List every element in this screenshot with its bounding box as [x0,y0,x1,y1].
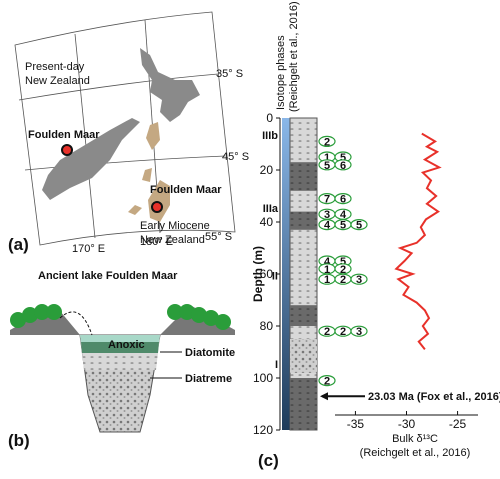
leaf-label: 5 [340,152,346,164]
leaf-label: 5 [356,220,362,232]
nz-present [42,48,200,200]
site-marker [61,144,73,156]
leaf-label: 2 [340,326,346,338]
leaf-label: 3 [324,209,330,221]
lon-label: 170° E [72,243,105,255]
layer-label: Diatreme [185,373,232,385]
leaf-label: 4 [324,220,331,232]
lithology [290,162,317,191]
y-axis-label: Depth (m) [251,246,265,302]
leaf [318,135,336,147]
maar-diagram [10,304,235,433]
leaf-label: 6 [340,194,346,206]
phase-label: I [275,359,278,371]
site-marker [151,201,163,213]
leaf-label: 7 [324,194,330,206]
phase-label: IIIb [262,130,278,142]
leaf [334,159,352,171]
phase-title: Isotope phases [275,35,287,110]
phase-title: (Reichgelt et al., 2016) [288,1,300,112]
data-line [394,132,442,351]
x-tick-label: -30 [398,417,416,431]
leaf [350,273,368,285]
leaf-label: 2 [324,326,330,338]
y-tick-label: 120 [253,423,273,437]
leaf-label: 1 [324,264,330,276]
miocene-label: New Zealand [140,234,205,246]
y-tick-label: 60 [260,267,274,281]
annotation: 23.03 Ma (Fox et al., 2016) [368,391,500,403]
site-label: Foulden Maar [28,129,100,141]
panel-title: Ancient lake Foulden Maar [38,270,178,282]
nz-miocene [128,122,170,222]
x-axis-label: (Reichgelt et al., 2016) [360,447,471,459]
leaf [350,325,368,337]
leaf-label: 2 [324,136,330,148]
leaf-label: 1 [324,152,330,164]
phase-bar [282,118,290,430]
lat-label: 35° S [216,68,243,80]
leaf [318,375,336,387]
lithology [290,378,317,430]
layer-label: Anoxic [108,339,145,351]
panel-label: (a) [8,235,29,254]
present-label: New Zealand [25,75,90,87]
lithology [290,339,317,373]
arrow-head [320,392,328,401]
miocene-label: Early Miocene [140,220,210,232]
site-label: Foulden Maar [150,184,222,196]
lithology [290,305,317,326]
leaf-label: 6 [340,160,346,172]
leaf-label: 3 [356,274,362,286]
phase-label: II [272,270,278,282]
leaf-label: 4 [324,256,331,268]
lat-label: 45° S [222,151,249,163]
panel-label: (c) [258,451,279,470]
leaf-label: 2 [340,274,346,286]
leaf-label: 5 [324,160,330,172]
x-tick-label: -35 [347,417,365,431]
layer-label: Diatomite [185,347,235,359]
leaf-label: 2 [324,376,330,388]
y-tick-label: 80 [260,319,274,333]
leaf-label: 5 [340,220,346,232]
y-tick-label: 40 [260,215,274,229]
leaf-label: 4 [340,209,347,221]
leaf-label: 2 [340,264,346,276]
phase-label: IIIa [263,203,279,215]
y-tick-label: 0 [266,111,273,125]
leaf-label: 5 [340,256,346,268]
leaf-label: 1 [324,274,330,286]
panel-label: (b) [8,431,30,450]
leaf [350,219,368,231]
lithology [290,211,317,230]
lon-label: 180° E [140,236,173,248]
y-tick-label: 20 [260,163,274,177]
x-tick-label: -25 [449,417,467,431]
x-axis-label: Bulk δ¹³C [392,433,438,445]
y-tick-label: 100 [253,371,273,385]
leaf [334,193,352,205]
present-label: Present-day [25,61,85,73]
lat-label: 55° S [205,231,232,243]
leaf-label: 3 [356,326,362,338]
